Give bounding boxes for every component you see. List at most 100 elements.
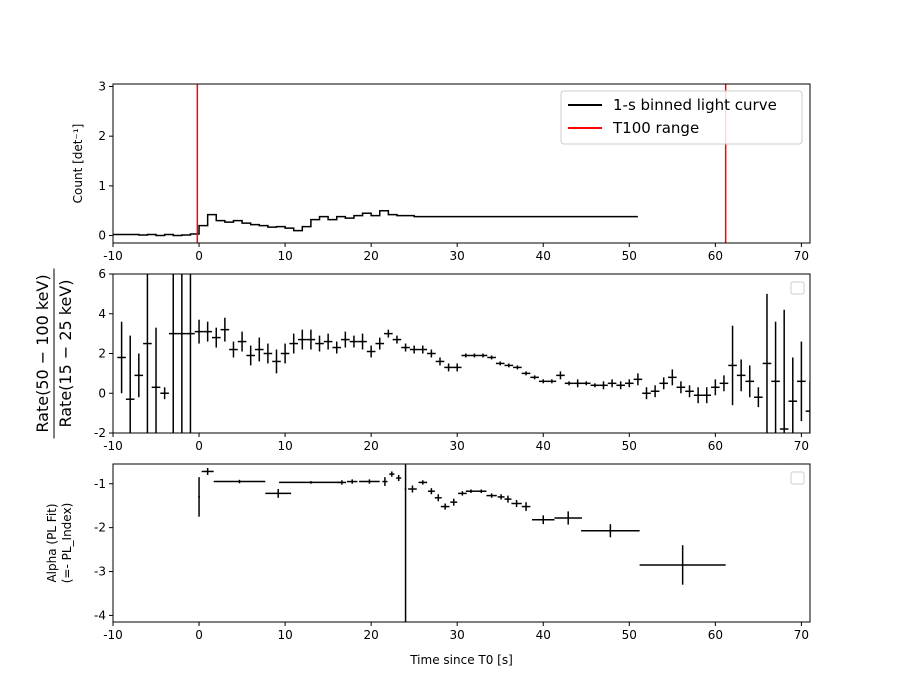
data-point bbox=[440, 503, 450, 510]
data-point bbox=[805, 381, 810, 433]
data-point bbox=[198, 477, 200, 517]
data-point bbox=[306, 329, 316, 350]
x-tick-label: 20 bbox=[364, 628, 379, 642]
data-point bbox=[650, 385, 660, 398]
data-point bbox=[279, 481, 343, 484]
data-point bbox=[359, 479, 380, 484]
data-point bbox=[521, 371, 531, 376]
data-point bbox=[711, 379, 720, 396]
data-point bbox=[633, 373, 643, 386]
data-point bbox=[511, 499, 522, 508]
data-point bbox=[532, 515, 555, 525]
data-point bbox=[349, 335, 359, 348]
data-point bbox=[564, 381, 574, 386]
light-curve-step-line bbox=[113, 209, 638, 237]
data-point bbox=[160, 387, 169, 400]
data-point bbox=[427, 349, 436, 358]
data-point bbox=[117, 321, 126, 394]
y-axis-label-denominator: Rate(15 − 25 keV) bbox=[56, 279, 75, 427]
x-tick-label: 60 bbox=[708, 249, 723, 263]
y-tick-label: 2 bbox=[98, 347, 106, 361]
y-axis-label: Alpha (PL Fit) bbox=[45, 503, 59, 582]
plot-area bbox=[198, 464, 726, 622]
data-point bbox=[693, 387, 703, 404]
data-point bbox=[581, 381, 591, 386]
y-tick-label: 1 bbox=[98, 179, 106, 193]
x-tick-label: 60 bbox=[708, 439, 723, 453]
data-point bbox=[435, 357, 445, 366]
data-point bbox=[203, 321, 212, 342]
data-point bbox=[229, 341, 238, 358]
x-tick-label: 10 bbox=[277, 249, 292, 263]
y-tick-label: 3 bbox=[98, 79, 106, 93]
data-point bbox=[797, 341, 806, 422]
x-tick-label: 10 bbox=[277, 628, 292, 642]
data-point bbox=[366, 345, 376, 358]
data-point bbox=[530, 375, 539, 380]
data-point bbox=[642, 387, 651, 400]
y-axis-label-secondary: (=- PL_Index) bbox=[60, 503, 74, 584]
x-tick-label: 60 bbox=[708, 628, 723, 642]
data-point bbox=[143, 274, 152, 433]
legend-label: T100 range bbox=[612, 119, 699, 137]
data-point bbox=[771, 321, 780, 433]
data-point bbox=[547, 379, 557, 384]
data-point bbox=[237, 331, 247, 352]
data-point bbox=[487, 355, 496, 360]
x-tick-label: 70 bbox=[794, 439, 809, 453]
data-point bbox=[213, 479, 266, 484]
data-point bbox=[556, 371, 565, 380]
data-point bbox=[513, 365, 522, 370]
x-tick-label: 0 bbox=[195, 249, 203, 263]
data-point bbox=[280, 343, 290, 364]
x-tick-label: 0 bbox=[195, 439, 203, 453]
data-point bbox=[465, 489, 477, 493]
data-point bbox=[450, 498, 458, 506]
data-point bbox=[573, 379, 582, 388]
plot-area bbox=[117, 274, 810, 433]
data-point bbox=[486, 493, 497, 498]
data-point bbox=[384, 329, 393, 338]
data-point bbox=[624, 379, 634, 388]
data-point bbox=[347, 479, 358, 484]
axes-frame bbox=[112, 83, 811, 244]
data-point bbox=[298, 329, 307, 350]
data-point bbox=[685, 385, 694, 398]
data-point bbox=[134, 353, 144, 398]
empty-legend-box bbox=[790, 281, 805, 295]
data-point bbox=[186, 274, 195, 433]
data-point bbox=[668, 369, 677, 386]
legend: 1-s binned light curve T100 range bbox=[560, 90, 803, 145]
data-point bbox=[470, 353, 479, 358]
x-tick-label: 40 bbox=[536, 249, 551, 263]
data-point bbox=[401, 343, 410, 352]
data-point bbox=[495, 361, 505, 366]
data-point bbox=[194, 319, 204, 344]
data-point bbox=[220, 317, 230, 342]
data-point bbox=[434, 494, 442, 502]
data-point bbox=[788, 357, 798, 433]
light-curve-panel: -10 0 10 20 30 40 50 60 70 0 1 2 3 Count [det⁻¹] 1-s b… bbox=[71, 79, 811, 263]
legend-label: 1-s binned light curve bbox=[613, 96, 777, 114]
data-point bbox=[452, 363, 462, 372]
x-tick-label: 30 bbox=[450, 439, 465, 453]
y-tick-label: -2 bbox=[94, 521, 106, 535]
data-point bbox=[476, 489, 487, 493]
data-point bbox=[125, 335, 135, 433]
y-tick-label: 6 bbox=[98, 267, 106, 281]
data-point bbox=[659, 377, 669, 390]
axes-frame bbox=[112, 463, 811, 623]
data-point bbox=[745, 365, 755, 398]
data-point bbox=[168, 274, 178, 433]
y-tick-label: 0 bbox=[98, 386, 106, 400]
data-point bbox=[581, 524, 640, 538]
x-tick-label: 10 bbox=[277, 439, 292, 453]
x-tick-label: -10 bbox=[103, 249, 123, 263]
x-axis-label: Time since T0 [s] bbox=[409, 653, 513, 667]
hardness-ratio-panel: -10 0 10 20 30 40 50 60 70 -2 0 2 4 6 Rate(50 − 100 ke… bbox=[33, 267, 811, 453]
y-tick-label: 4 bbox=[98, 307, 106, 321]
data-point bbox=[151, 327, 161, 433]
data-point bbox=[461, 353, 471, 358]
data-point bbox=[323, 333, 333, 350]
data-point bbox=[418, 480, 428, 485]
